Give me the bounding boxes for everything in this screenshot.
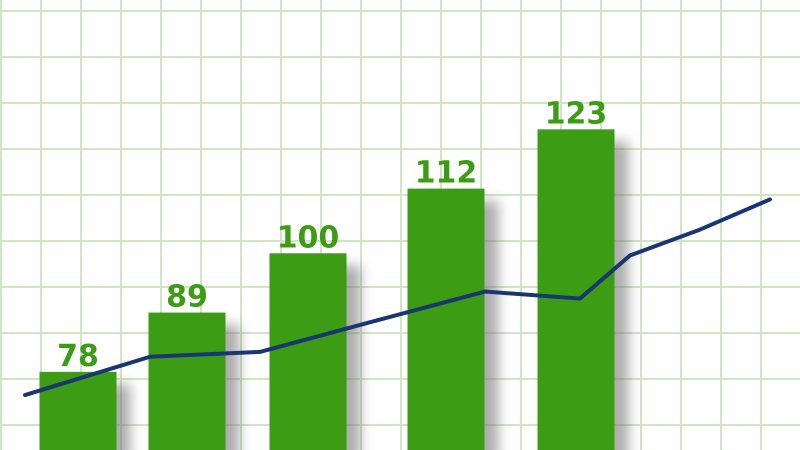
value-label: 100 bbox=[277, 220, 340, 255]
bar bbox=[39, 371, 117, 450]
bar bbox=[269, 253, 347, 450]
value-label: 123 bbox=[545, 96, 608, 131]
trend-line bbox=[23, 197, 772, 398]
bar bbox=[148, 312, 226, 450]
value-label: 89 bbox=[166, 280, 208, 315]
bar bbox=[407, 188, 485, 450]
value-label: 78 bbox=[57, 339, 99, 374]
value-label: 112 bbox=[415, 156, 478, 191]
bar bbox=[537, 129, 615, 450]
